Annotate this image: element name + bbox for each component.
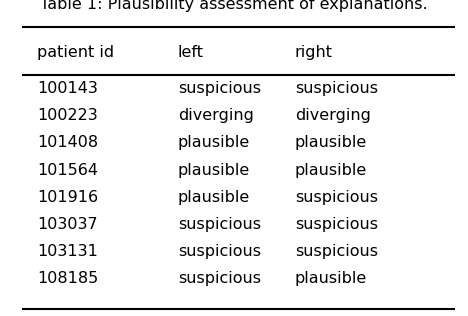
Text: plausible: plausible	[178, 190, 250, 205]
Text: suspicious: suspicious	[295, 244, 378, 259]
Text: diverging: diverging	[295, 108, 371, 123]
Text: plausible: plausible	[295, 135, 367, 150]
Text: plausible: plausible	[295, 271, 367, 286]
Text: 103037: 103037	[37, 217, 98, 232]
Text: suspicious: suspicious	[178, 81, 261, 96]
Text: suspicious: suspicious	[295, 190, 378, 205]
Text: Table 1: Plausibility assessment of explanations.: Table 1: Plausibility assessment of expl…	[40, 0, 428, 12]
Text: right: right	[295, 45, 333, 60]
Text: left: left	[178, 45, 204, 60]
Text: 100223: 100223	[37, 108, 98, 123]
Text: suspicious: suspicious	[295, 81, 378, 96]
Text: 103131: 103131	[37, 244, 98, 259]
Text: suspicious: suspicious	[178, 271, 261, 286]
Text: 108185: 108185	[37, 271, 99, 286]
Text: suspicious: suspicious	[178, 217, 261, 232]
Text: plausible: plausible	[295, 162, 367, 178]
Text: plausible: plausible	[178, 162, 250, 178]
Text: patient id: patient id	[37, 45, 115, 60]
Text: suspicious: suspicious	[178, 244, 261, 259]
Text: 101408: 101408	[37, 135, 99, 150]
Text: 101916: 101916	[37, 190, 99, 205]
Text: plausible: plausible	[178, 135, 250, 150]
Text: 100143: 100143	[37, 81, 98, 96]
Text: suspicious: suspicious	[295, 217, 378, 232]
Text: 101564: 101564	[37, 162, 98, 178]
Text: diverging: diverging	[178, 108, 254, 123]
